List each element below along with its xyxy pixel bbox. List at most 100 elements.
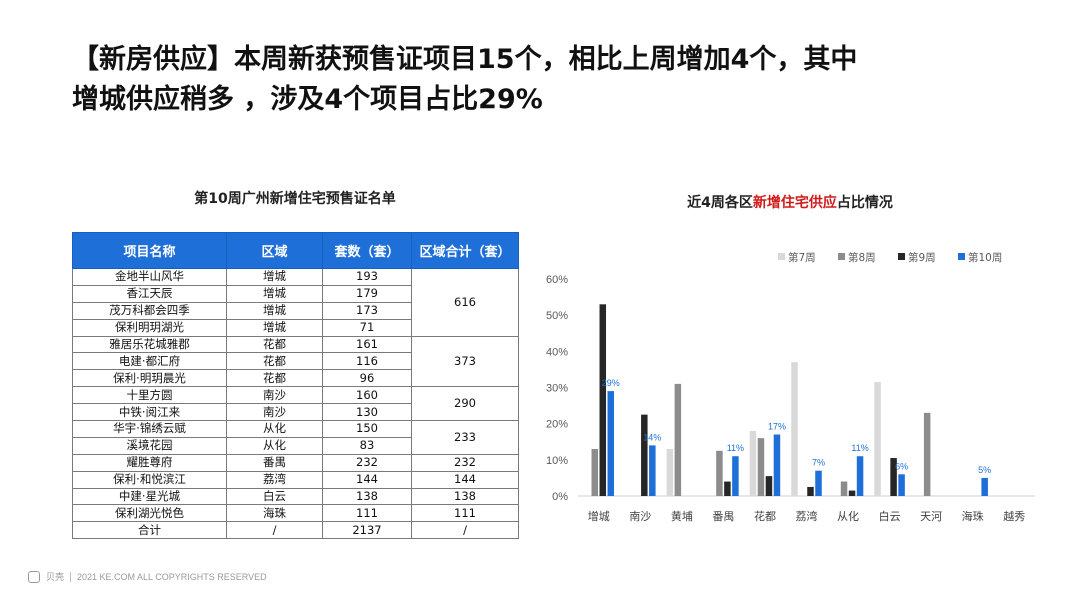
y-tick-label: 30% <box>546 383 568 395</box>
permit-table-body: 金地半山风华 增城 193 616 香江天辰 增城 179 茂万科都会四季 增城 173 保利明玥湖… <box>72 268 519 540</box>
x-tick-label: 番禺 <box>712 510 734 523</box>
cell-district: 增城 <box>226 284 323 303</box>
legend-swatch-第9周 <box>898 253 905 260</box>
x-tick-label: 天河 <box>920 510 942 523</box>
chart-title-prefix: 近4周各区 <box>687 195 753 211</box>
bar-第10周 <box>607 391 615 496</box>
legend-label: 第7周 <box>788 251 816 264</box>
table-row: 合计/2137/ <box>72 521 519 540</box>
cell-district: 增城 <box>226 301 323 320</box>
permit-table: 项目名称 区域 套数（套） 区域合计（套） 金地半山风华 增城 193 616 香江天辰… <box>72 232 519 540</box>
table-row: 茂万科都会四季 增城 173 <box>72 301 519 320</box>
cell-district: 南沙 <box>226 386 323 405</box>
legend-label: 第9周 <box>908 251 936 264</box>
bar-第8周 <box>591 448 599 496</box>
x-tick-label: 南沙 <box>629 510 651 523</box>
table-row: 溪境花园 从化 83 <box>72 436 519 455</box>
cell-district-total: 290 <box>411 386 519 422</box>
cell-units: 116 <box>322 352 412 371</box>
bar-第9周 <box>599 304 607 496</box>
x-tick-label: 白云 <box>879 509 901 523</box>
cell-project-name: 电建·都汇府 <box>72 352 227 371</box>
cell-project-name: 华宇·锦绣云赋 <box>72 420 227 438</box>
table-row: 华宇·锦绣云赋 从化 150 233 <box>72 420 519 455</box>
table-row: 保利·明玥晨光 花都 96 <box>72 369 519 388</box>
table-header-row: 项目名称 区域 套数（套） 区域合计（套） <box>72 232 519 269</box>
cell-units: 96 <box>322 369 412 388</box>
cell-units: 130 <box>322 403 412 422</box>
cell-units: 232 <box>322 453 412 472</box>
bar-第10周 <box>815 470 822 496</box>
table-title: 第10周广州新增住宅预售证名单 <box>194 191 396 207</box>
data-label: 5% <box>978 465 991 475</box>
cell-project-name: 香江天辰 <box>72 284 227 303</box>
cell-units: 138 <box>322 487 412 506</box>
bar-第7周 <box>666 448 674 496</box>
bar-第9周 <box>724 481 731 496</box>
table-row: 电建·都汇府 花都 116 <box>72 352 519 371</box>
cell-units: 179 <box>322 284 412 303</box>
bar-第10周 <box>856 456 864 496</box>
bar-第10周 <box>898 474 905 496</box>
footer-brand: 贝壳 <box>46 572 65 582</box>
data-label: 11% <box>851 443 868 453</box>
cell-units: 193 <box>322 268 412 286</box>
cell-district: 荔湾 <box>226 470 323 489</box>
bar-第7周 <box>749 430 757 496</box>
cell-district-total: 233 <box>411 420 519 455</box>
bar-第9周 <box>765 476 773 496</box>
cell-units: 173 <box>322 301 412 320</box>
table-row: 中建·星光城 白云 138 138 <box>72 487 519 506</box>
cell-project-name: 保利湖光悦色 <box>72 504 227 523</box>
chart-title-suffix: 占比情况 <box>836 195 893 211</box>
x-tick-label: 花都 <box>754 510 776 523</box>
y-tick-label: 20% <box>546 419 568 431</box>
bar-第9周 <box>807 486 814 496</box>
header-units: 套数（套） <box>322 232 412 269</box>
cell-district: 增城 <box>226 318 323 337</box>
cell-project-name: 溪境花园 <box>72 436 227 455</box>
cell-district: 花都 <box>226 369 323 388</box>
cell-district-total: 138 <box>411 487 519 506</box>
x-tick-label: 黄埔 <box>671 509 693 523</box>
header-district-total: 区域合计（套） <box>411 232 519 269</box>
cell-units: 144 <box>322 470 412 489</box>
cell-units: 83 <box>322 436 412 455</box>
chart-title: 近4周各区新增住宅供应占比情况 <box>540 192 1040 212</box>
x-tick-label: 海珠 <box>962 509 984 523</box>
cell-district: 白云 <box>226 487 323 506</box>
cell-district: 花都 <box>226 335 323 354</box>
headline: 【新房供应】本周新获预售证项目15个，相比上周增加4个，其中 增城供应稍多 ，涉… <box>72 40 1032 120</box>
table-row: 保利湖光悦色 海珠 111 111 <box>72 504 519 523</box>
headline-line-1: 【新房供应】本周新获预售证项目15个，相比上周增加4个，其中 <box>72 44 858 75</box>
header-district: 区域 <box>226 232 323 269</box>
legend-swatch-第7周 <box>778 253 785 260</box>
cell-project-name: 保利·和悦滨江 <box>72 470 227 489</box>
bar-第10周 <box>649 445 656 496</box>
bar-第10周 <box>773 434 781 496</box>
cell-district: 从化 <box>226 436 323 455</box>
data-label: 29% <box>602 378 620 388</box>
bar-第9周 <box>848 490 856 496</box>
cell-district-total: / <box>411 521 519 540</box>
data-label: 14% <box>643 432 661 442</box>
legend-swatch-第10周 <box>958 253 965 260</box>
cell-project-name: 耀胜尊府 <box>72 453 227 472</box>
bar-第8周 <box>716 450 723 496</box>
cell-project-name: 金地半山风华 <box>72 268 227 286</box>
bar-第9周 <box>641 414 648 496</box>
x-tick-label: 荔湾 <box>796 509 818 523</box>
cell-units: 161 <box>322 335 412 354</box>
y-tick-label: 50% <box>546 310 568 322</box>
cell-district-total: 111 <box>411 504 519 523</box>
data-label: 6% <box>895 461 908 471</box>
bar-第10周 <box>732 456 739 496</box>
bar-第8周 <box>674 383 682 496</box>
cell-district-total: 616 <box>411 268 519 337</box>
cell-project-name: 保利·明玥晨光 <box>72 369 227 388</box>
cell-project-name: 保利明玥湖光 <box>72 318 227 337</box>
bar-第9周 <box>890 458 897 496</box>
cell-units: 111 <box>322 504 412 523</box>
footer-copyright: 2021 KE.COM ALL COPYRIGHTS RESERVED <box>77 571 267 582</box>
cell-project-name: 茂万科都会四季 <box>72 301 227 320</box>
